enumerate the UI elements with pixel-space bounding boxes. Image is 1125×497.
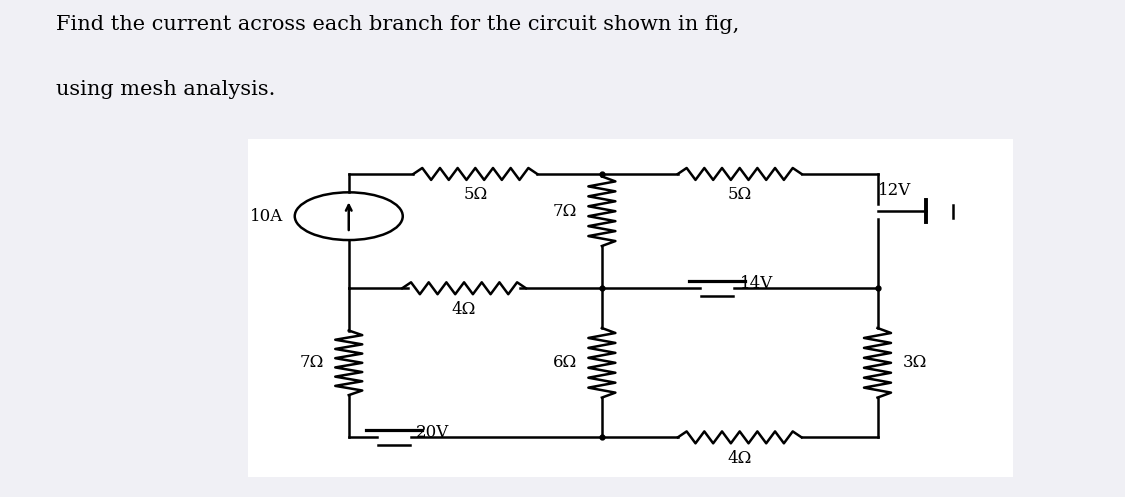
Text: 3Ω: 3Ω — [902, 354, 927, 371]
Text: 7Ω: 7Ω — [552, 203, 577, 220]
Text: 14V: 14V — [740, 275, 773, 292]
Bar — [248, 139, 1012, 477]
Text: 20V: 20V — [416, 424, 450, 441]
Text: using mesh analysis.: using mesh analysis. — [56, 80, 276, 98]
Text: 5Ω: 5Ω — [464, 186, 487, 203]
Text: Find the current across each branch for the circuit shown in fig,: Find the current across each branch for … — [56, 15, 739, 34]
Text: 4Ω: 4Ω — [728, 450, 752, 467]
Text: 4Ω: 4Ω — [452, 301, 476, 318]
Text: 12V: 12V — [878, 182, 911, 199]
Text: 6Ω: 6Ω — [552, 354, 577, 371]
Text: 5Ω: 5Ω — [728, 186, 752, 203]
Text: 7Ω: 7Ω — [299, 354, 324, 371]
Text: 10A: 10A — [250, 208, 284, 225]
